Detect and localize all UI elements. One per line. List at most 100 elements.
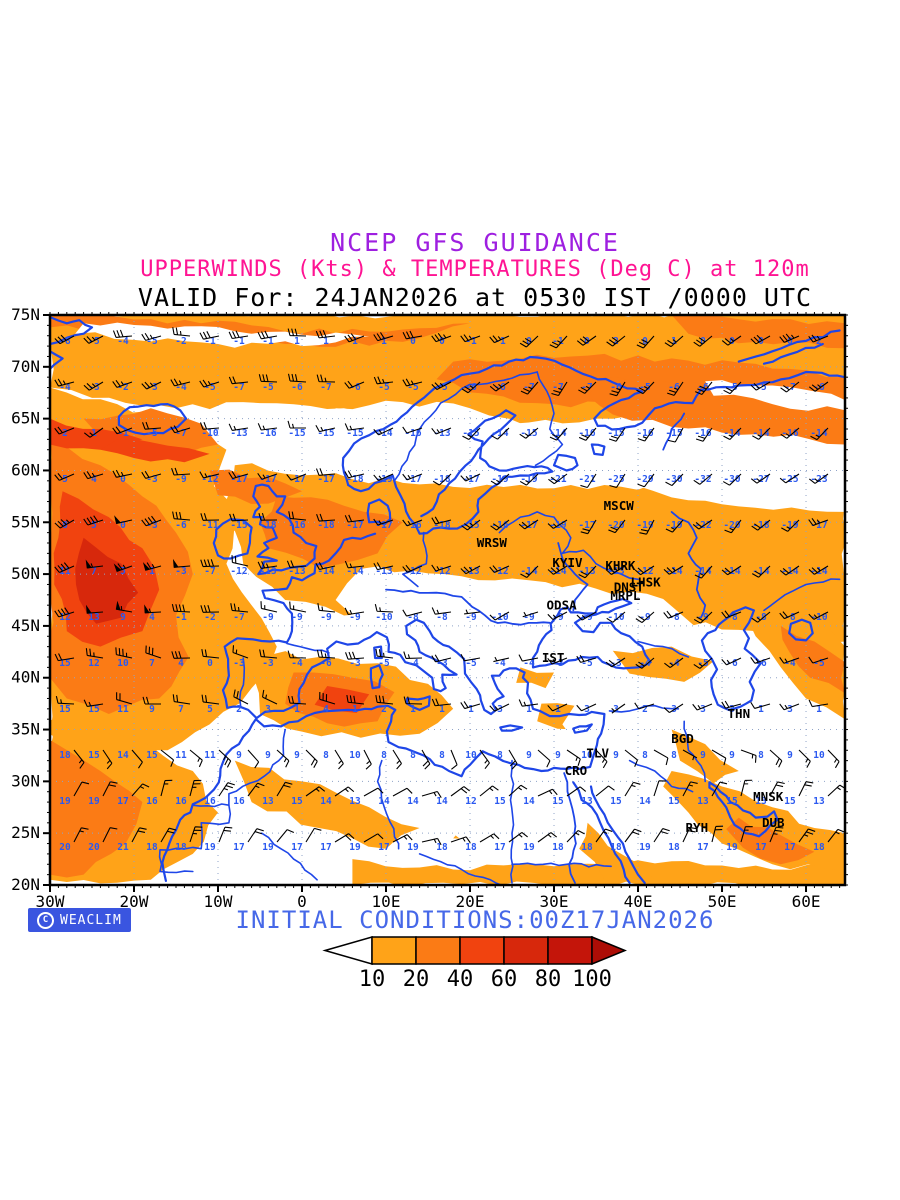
temperature-value: 14 bbox=[378, 796, 390, 807]
temperature-value: -6 bbox=[465, 382, 477, 393]
colorbar-segment bbox=[415, 936, 461, 965]
temperature-value: 10 bbox=[349, 750, 361, 761]
temperature-value: 16 bbox=[233, 796, 245, 807]
wind-region-white bbox=[705, 380, 845, 411]
city-label: MSCW bbox=[604, 498, 635, 513]
coastline bbox=[498, 511, 639, 581]
city-label: MNSK bbox=[753, 789, 784, 804]
coastline bbox=[534, 371, 564, 467]
temperature-value: 19 bbox=[204, 842, 216, 853]
coastline bbox=[557, 542, 589, 612]
temperature-value: 13 bbox=[813, 796, 825, 807]
wind-barbs-and-temps: -8 -5 -4 -5 -2 -1 -1 -1 1 1 1 1 0 0 -1 -1 0 -1 0 2 0 1 0 0 0 0 2-4… bbox=[54, 327, 845, 853]
temperature-value: 5 bbox=[207, 704, 213, 715]
temperature-value: 14 bbox=[639, 796, 651, 807]
map-axes: 30W 20W 10W 0 10E 20E 30E 40E 50E 60E 75N 70N 65N 60N… bbox=[11, 305, 848, 911]
temperature-value: -17 bbox=[578, 520, 595, 531]
valid-time-line: VALID For: 24JAN2026 at 0530 IST /0000 U… bbox=[137, 283, 813, 312]
coastline bbox=[552, 453, 579, 472]
colorbar-tick-label: 10 bbox=[359, 967, 386, 992]
temperature-value: -15 bbox=[462, 428, 479, 439]
temperature-value: -14 bbox=[491, 428, 508, 439]
lat-tick-label: 65N bbox=[11, 409, 40, 428]
temperature-value: -12 bbox=[230, 566, 247, 577]
temperature-value: -16 bbox=[636, 428, 653, 439]
temperature-value: -27 bbox=[752, 474, 769, 485]
temperature-value: 3 bbox=[729, 704, 735, 715]
temperature-value: 15 bbox=[88, 704, 100, 715]
lat-tick-label: 45N bbox=[11, 616, 40, 635]
temperature-value: 18 bbox=[813, 842, 825, 853]
temperature-value: 19 bbox=[88, 796, 100, 807]
temperature-value: -11 bbox=[201, 520, 218, 531]
temperature-value: 7 bbox=[149, 658, 155, 669]
temperature-value: 12 bbox=[465, 796, 476, 807]
temperature-value: -20 bbox=[723, 520, 740, 531]
temperature-value: 15 bbox=[59, 704, 71, 715]
city-label: LHSK bbox=[631, 575, 662, 590]
city-label: THN bbox=[728, 706, 751, 721]
coastline bbox=[50, 350, 64, 370]
temperature-value: -14 bbox=[752, 566, 769, 577]
temperature-value: 8 bbox=[381, 750, 387, 761]
temperature-value: 2 bbox=[381, 704, 387, 715]
temperature-value: -29 bbox=[636, 474, 653, 485]
coastline bbox=[589, 785, 646, 884]
temperature-value: -8 bbox=[784, 612, 796, 623]
temperature-value: -16 bbox=[288, 520, 305, 531]
lat-tick-label: 35N bbox=[11, 720, 40, 739]
temperature-value: -4 bbox=[668, 658, 680, 669]
temperature-value: -19 bbox=[375, 474, 392, 485]
temperature-value: 5 bbox=[62, 474, 68, 485]
temperature-value: -9 bbox=[697, 612, 709, 623]
wind-region-c1 bbox=[352, 859, 845, 885]
temperature-value: -21 bbox=[578, 474, 595, 485]
temperature-value: -14 bbox=[810, 428, 827, 439]
city-label: CRO bbox=[565, 763, 588, 778]
temperature-value: -3 bbox=[233, 658, 245, 669]
temperature-value: 19 bbox=[523, 842, 535, 853]
temperature-value: -19 bbox=[636, 520, 653, 531]
temperature-value: 16 bbox=[175, 796, 187, 807]
coastline bbox=[763, 578, 841, 612]
temperature-value: -5 bbox=[407, 382, 419, 393]
lon-tick-label: 20W bbox=[120, 892, 149, 911]
wind-region-c2 bbox=[780, 625, 845, 694]
temperature-value: -5 bbox=[813, 658, 825, 669]
temperature-value: -6 bbox=[726, 658, 738, 669]
city-label: DUB bbox=[762, 815, 785, 830]
temperature-value: 18 bbox=[552, 842, 564, 853]
temperature-value: 9 bbox=[120, 612, 126, 623]
temperature-value: 18 bbox=[175, 842, 187, 853]
temperature-value: -7 bbox=[233, 612, 244, 623]
temperature-value: -2 bbox=[117, 382, 128, 393]
temperature-value: -5 bbox=[88, 336, 100, 347]
temperature-value: 1 bbox=[352, 336, 358, 347]
temperature-value: 15 bbox=[146, 750, 158, 761]
temperature-value: 1 bbox=[526, 704, 532, 715]
temperature-value: 8 bbox=[439, 750, 445, 761]
temperature-value: -5 bbox=[436, 382, 448, 393]
temperature-value: 1 bbox=[410, 704, 416, 715]
temperature-value: 9 bbox=[149, 704, 155, 715]
temperature-value: -9 bbox=[523, 612, 535, 623]
temperature-value: -7 bbox=[175, 428, 186, 439]
temperature-value: 18 bbox=[465, 842, 477, 853]
temperature-value: -6 bbox=[175, 520, 187, 531]
temperature-value: 17 bbox=[784, 842, 795, 853]
coastline bbox=[608, 704, 680, 713]
wind-region-white bbox=[386, 765, 580, 849]
lon-tick-label: 10W bbox=[204, 892, 233, 911]
colorbar-tick-label: 40 bbox=[447, 967, 474, 992]
lon-tick-label: 60E bbox=[792, 892, 821, 911]
temperature-value: -16 bbox=[694, 428, 711, 439]
temperature-value: 9 bbox=[294, 750, 300, 761]
colorbar-right-arrow bbox=[591, 935, 627, 966]
temperature-value: 1 bbox=[671, 336, 677, 347]
temperature-value: -8 bbox=[668, 612, 680, 623]
coastline bbox=[511, 862, 612, 868]
temperature-value: -9 bbox=[175, 474, 187, 485]
coastline bbox=[369, 664, 384, 690]
temperature-value: -5 bbox=[378, 382, 390, 393]
coastline bbox=[531, 597, 652, 670]
